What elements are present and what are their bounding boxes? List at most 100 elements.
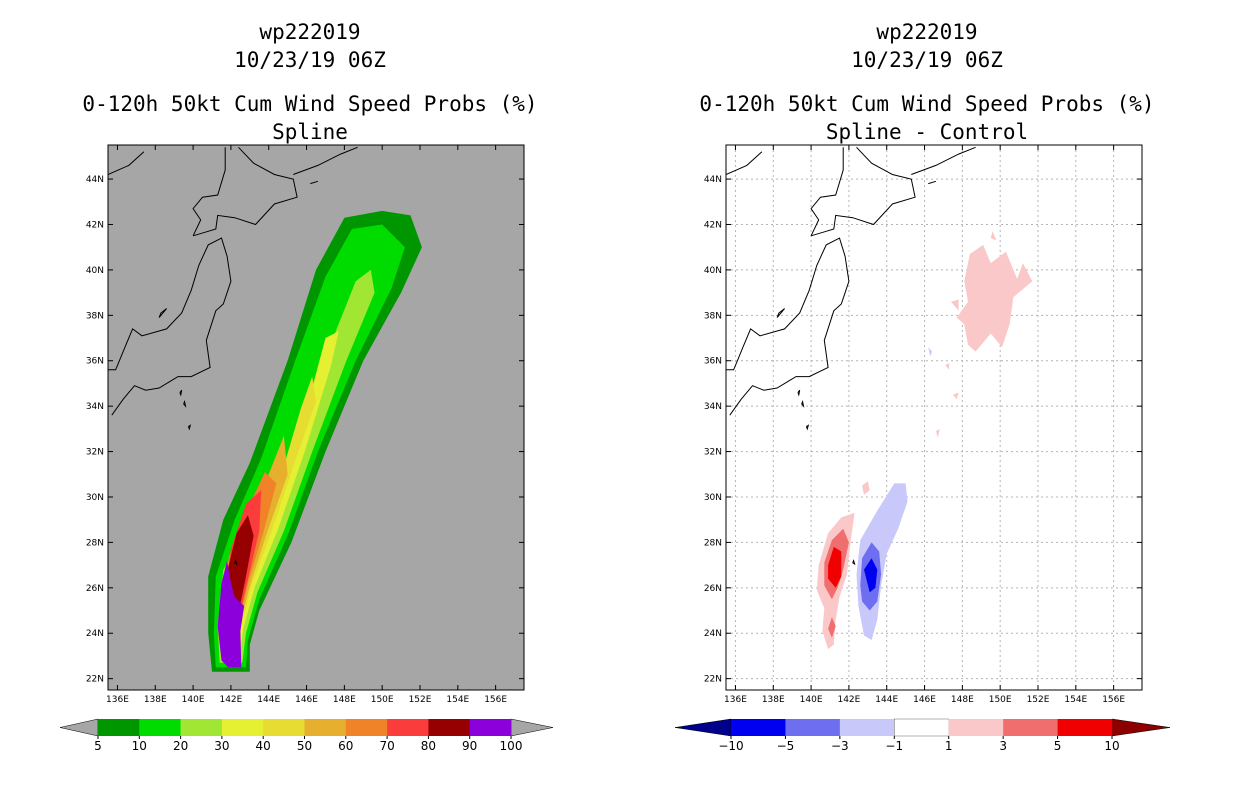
coastline-segment bbox=[810, 146, 916, 237]
y-tick-label: 22N bbox=[86, 675, 104, 685]
colorbar-swatch bbox=[1003, 719, 1058, 736]
plot-frame bbox=[725, 144, 1143, 691]
colorbar-label: 3 bbox=[999, 739, 1007, 753]
y-tick-label: 44N bbox=[86, 175, 104, 185]
x-tick-label: 152E bbox=[1027, 695, 1050, 705]
x-tick-label: 138E bbox=[762, 695, 785, 705]
colorbar-swatch bbox=[221, 719, 264, 736]
x-tick-label: 144E bbox=[875, 695, 898, 705]
y-tick-label: 36N bbox=[86, 357, 104, 367]
x-tick-label: 142E bbox=[219, 695, 242, 705]
colorbar-under-triangle bbox=[59, 718, 99, 737]
colorbar-swatch bbox=[948, 719, 1004, 736]
contour-band-1 bbox=[945, 363, 950, 370]
x-tick-label: 154E bbox=[1064, 695, 1087, 705]
colorbar-swatch bbox=[839, 719, 895, 736]
x-tick-label: 140E bbox=[800, 695, 823, 705]
y-tick-label: 38N bbox=[704, 311, 722, 321]
colorbar-label: 100 bbox=[500, 739, 523, 753]
colorbar-label: −5 bbox=[777, 739, 795, 753]
right-chart-subtitle: Spline - Control bbox=[825, 120, 1029, 144]
coastline-segment bbox=[192, 147, 226, 237]
coastline-segment bbox=[310, 180, 319, 185]
y-tick-label: 26N bbox=[86, 584, 104, 594]
colorbar-swatch bbox=[139, 719, 181, 736]
left-chart-title: 0-120h 50kt Cum Wind Speed Probs (%) bbox=[82, 92, 538, 116]
colorbar: −10 −5 −3 −1 1 3 5 10 bbox=[674, 718, 1171, 753]
y-tick-label: 32N bbox=[86, 448, 104, 458]
coastline-segment bbox=[797, 389, 801, 397]
x-tick-label: 156E bbox=[484, 695, 507, 705]
right-storm-id: wp222019 bbox=[876, 20, 978, 44]
x-tick-label: 140E bbox=[182, 695, 205, 705]
colorbar-swatch bbox=[345, 719, 388, 736]
coastline-segment bbox=[810, 147, 844, 237]
x-tick-label: 150E bbox=[371, 695, 394, 705]
coastline-segment bbox=[108, 237, 232, 416]
y-tick-label: 38N bbox=[86, 311, 104, 321]
y-tick-label: 34N bbox=[704, 402, 722, 412]
x-tick-label: 152E bbox=[409, 695, 432, 705]
coastline-segment bbox=[801, 399, 805, 408]
x-tick-label: 138E bbox=[144, 695, 167, 705]
colorbar-swatch bbox=[263, 719, 305, 736]
coastline-segment bbox=[183, 399, 187, 408]
contour-band-90 bbox=[217, 560, 245, 668]
y-tick-label: 30N bbox=[86, 493, 104, 503]
x-tick-label: 146E bbox=[913, 695, 936, 705]
left-chart-subtitle: Spline bbox=[272, 120, 348, 144]
x-tick-label: 156E bbox=[1102, 695, 1125, 705]
colorbar-swatch bbox=[785, 719, 841, 736]
plot-background bbox=[726, 145, 1142, 690]
x-tick-label: 148E bbox=[333, 695, 356, 705]
y-tick-label: 44N bbox=[704, 175, 722, 185]
contour-band-1 bbox=[952, 392, 959, 400]
coastline-segment bbox=[293, 146, 358, 175]
y-tick-label: 42N bbox=[704, 220, 722, 230]
y-tick-label: 32N bbox=[704, 448, 722, 458]
contour-band-neg5 bbox=[864, 558, 878, 593]
contour-band-1 bbox=[935, 428, 940, 438]
colorbar-over-triangle bbox=[1111, 718, 1171, 737]
y-tick-label: 28N bbox=[86, 538, 104, 548]
colorbar-label: 10 bbox=[132, 739, 147, 753]
y-tick-label: 40N bbox=[86, 266, 104, 276]
right-chart-title: 0-120h 50kt Cum Wind Speed Probs (%) bbox=[699, 92, 1155, 116]
colorbar-label: 70 bbox=[379, 739, 394, 753]
colorbar-label: 5 bbox=[1054, 739, 1062, 753]
y-tick-label: 42N bbox=[86, 220, 104, 230]
contour-band-neg1 bbox=[928, 347, 933, 357]
contour-band-1 bbox=[862, 481, 870, 495]
colorbar-label: −1 bbox=[885, 739, 903, 753]
colorbar-label: 10 bbox=[1104, 739, 1119, 753]
colorbar-label: 40 bbox=[256, 739, 271, 753]
coastline-segment bbox=[158, 308, 167, 318]
x-tick-label: 136E bbox=[106, 695, 129, 705]
contour-band-5 bbox=[828, 546, 842, 588]
contour-band-1 bbox=[990, 231, 997, 241]
coastline-segment bbox=[805, 424, 810, 431]
coastline-segment bbox=[234, 559, 238, 566]
x-tick-label: 144E bbox=[257, 695, 280, 705]
colorbar-swatch bbox=[387, 719, 429, 736]
left-datetime: 10/23/19 06Z bbox=[234, 48, 386, 72]
y-tick-label: 26N bbox=[704, 584, 722, 594]
colorbar-swatch bbox=[731, 719, 786, 736]
coastline-segment bbox=[776, 308, 785, 318]
left-map-panel: 136E 138E 140E 142E 144E 146E 148E 150E 152E 154E… bbox=[59, 144, 554, 753]
colorbar-label: 5 bbox=[94, 739, 102, 753]
colorbar-over-triangle bbox=[510, 718, 554, 737]
colorbar-under-triangle bbox=[674, 718, 732, 737]
colorbar-label: 30 bbox=[214, 739, 229, 753]
grid-lines bbox=[726, 145, 1142, 690]
colorbar: 5 10 20 30 40 50 60 70 80 90 100 bbox=[59, 718, 554, 753]
coastline-segment bbox=[911, 146, 976, 175]
contour-band-1 bbox=[956, 244, 1033, 352]
colorbar-label: 1 bbox=[945, 739, 953, 753]
coastline-segment bbox=[108, 151, 145, 175]
y-tick-label: 36N bbox=[704, 357, 722, 367]
contour-band-3 bbox=[828, 617, 836, 638]
coastline-segment bbox=[726, 151, 763, 175]
colorbar-swatch bbox=[428, 719, 470, 736]
colorbar-swatch bbox=[98, 719, 140, 736]
